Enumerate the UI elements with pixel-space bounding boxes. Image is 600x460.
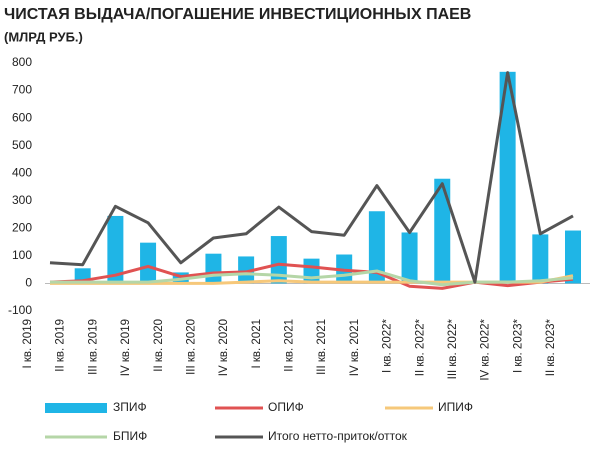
y-tick-label: 700 bbox=[12, 83, 32, 97]
x-tick-label: IV кв. 2020 bbox=[218, 319, 230, 376]
x-tick-label: III кв. 2019 bbox=[87, 319, 99, 375]
x-tick-label: I кв. 2023* bbox=[512, 318, 524, 373]
x-tick-label: IV кв. 2019 bbox=[120, 319, 132, 376]
x-tick-label: II кв. 2021 bbox=[284, 319, 296, 372]
bar bbox=[565, 230, 581, 284]
y-tick-label: -100 bbox=[8, 303, 32, 317]
legend-label: Итого нетто-приток/отток bbox=[268, 429, 408, 443]
y-tick-label: 200 bbox=[12, 221, 32, 235]
bar bbox=[499, 71, 516, 284]
x-tick-label: IV кв. 2021 bbox=[349, 319, 361, 376]
y-tick-label: 0 bbox=[25, 276, 32, 290]
line bbox=[49, 71, 574, 284]
x-tick-label: III кв. 2022* bbox=[447, 318, 459, 379]
legend-label: БПИФ bbox=[113, 429, 147, 443]
legend-label: ЗПИФ bbox=[113, 400, 147, 414]
line bbox=[50, 269, 574, 287]
chart-title: ЧИСТАЯ ВЫДАЧА/ПОГАШЕНИЕ ИНВЕСТИЦИОННЫХ П… bbox=[4, 6, 471, 23]
bar bbox=[434, 178, 451, 284]
x-tick-label: I кв. 2019 bbox=[22, 319, 34, 369]
bar bbox=[368, 211, 385, 284]
y-tick-label: 100 bbox=[12, 248, 32, 262]
y-tick-label: 600 bbox=[12, 110, 32, 124]
bar bbox=[532, 234, 549, 284]
y-tick-label: 500 bbox=[12, 138, 32, 152]
x-tick-label: I кв. 2021 bbox=[251, 319, 263, 369]
chart-subtitle: (МЛРД РУБ.) bbox=[4, 29, 83, 44]
x-tick-label: I кв. 2022* bbox=[382, 318, 394, 373]
x-tick-label: II кв. 2020 bbox=[153, 319, 165, 372]
x-tick-label: II кв. 2019 bbox=[55, 319, 67, 372]
legend-label: ОПИФ bbox=[268, 400, 304, 414]
x-tick-label: IV кв. 2022* bbox=[480, 318, 492, 380]
bar bbox=[107, 215, 124, 284]
y-tick-label: 400 bbox=[12, 165, 32, 179]
bar bbox=[205, 253, 222, 284]
x-tick-label: II кв. 2023* bbox=[545, 318, 557, 376]
bar bbox=[401, 232, 418, 284]
bar bbox=[140, 242, 157, 284]
bar bbox=[303, 258, 320, 284]
legend-label: ИПИФ bbox=[438, 400, 473, 414]
x-tick-label: III кв. 2020 bbox=[185, 319, 197, 375]
legend-swatch bbox=[45, 403, 107, 413]
x-tick-label: III кв. 2021 bbox=[316, 319, 328, 375]
bar bbox=[270, 236, 287, 284]
bar bbox=[238, 256, 255, 284]
x-tick-label: II кв. 2022* bbox=[414, 318, 426, 376]
y-tick-label: 800 bbox=[12, 55, 32, 69]
y-tick-label: 300 bbox=[12, 193, 32, 207]
